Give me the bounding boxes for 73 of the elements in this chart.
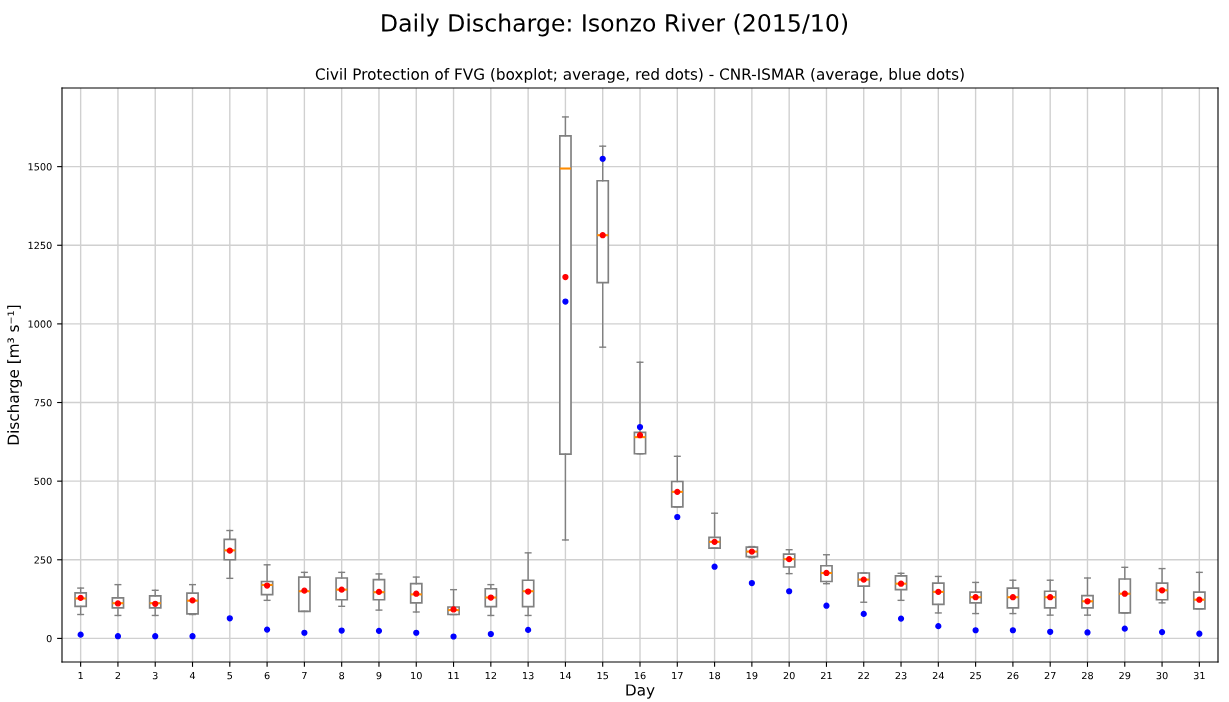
point (897, 615, 905, 622)
point (1121, 625, 1128, 632)
point (1009, 627, 1017, 634)
x-tick-label: 5 (227, 672, 233, 680)
point (114, 633, 122, 640)
point (748, 579, 755, 587)
point (823, 602, 830, 609)
x-tick-label: 4 (189, 672, 196, 680)
x-tick-label: 15 (597, 672, 609, 680)
x-tick-label: 22 (858, 671, 869, 680)
point (674, 513, 681, 521)
x-tick-label: 2 (115, 671, 121, 680)
chart-title: Daily Discharge: Isonzo River (2015/10) (382, 13, 848, 37)
point (935, 623, 942, 630)
y-tick-label: 1250 (28, 241, 52, 250)
y-axis-title: Discharge [m³ s⁻¹] (7, 305, 22, 445)
point (375, 627, 383, 634)
point (77, 631, 84, 638)
point (301, 629, 308, 636)
x-tick-label: 25 (970, 671, 981, 680)
x-tick-label: 3 (152, 671, 158, 680)
point (1158, 629, 1166, 636)
point (338, 627, 345, 634)
x-tick-label: 17 (672, 672, 683, 680)
x-tick-label: 27 (1044, 671, 1056, 680)
point (1047, 628, 1054, 635)
point (562, 298, 569, 305)
x-tick-label: 31 (1193, 671, 1205, 680)
x-tick-label: 1 (78, 672, 83, 680)
x-tick-label: 9 (376, 671, 382, 680)
x-tick-label: 16 (634, 671, 646, 680)
point (711, 563, 718, 570)
x-tick-label: 24 (932, 671, 944, 680)
x-tick-label: 11 (448, 672, 459, 680)
x-tick-label: 28 (1082, 671, 1093, 680)
point (189, 633, 196, 640)
point (972, 627, 979, 634)
x-tick-label: 12 (485, 671, 497, 680)
y-tick-label: 500 (34, 477, 52, 485)
chart-subtitle: Civil Protection of FVG (boxplot; average, red dots) - CNR-ISMAR (average, blue dots) (315, 68, 964, 83)
x-tick-label: 14 (560, 672, 572, 680)
x-tick-label: 13 (523, 671, 534, 680)
y-tick-label: 250 (34, 556, 52, 564)
x-tick-label: 8 (339, 671, 345, 680)
x-tick-label: 30 (1156, 671, 1168, 680)
point (487, 630, 494, 638)
point (226, 615, 233, 622)
y-tick-label: 1000 (28, 320, 52, 328)
point (786, 588, 793, 595)
x-tick-label: 6 (264, 671, 270, 680)
x-tick-label: 20 (783, 671, 795, 680)
y-tick-label: 750 (34, 399, 52, 407)
x-tick-label: 23 (895, 671, 907, 680)
x-tick-label: 19 (746, 671, 758, 680)
point (599, 155, 606, 162)
y-tick-label: 0 (46, 634, 52, 643)
point (152, 633, 159, 640)
point (636, 423, 644, 431)
y-tick-label: 1500 (28, 163, 52, 171)
x-tick-label: 7 (302, 672, 307, 680)
x-axis-title: Day (626, 684, 655, 699)
point (1196, 630, 1203, 637)
point (263, 626, 271, 633)
point (525, 626, 532, 634)
x-tick-label: 10 (411, 671, 422, 680)
point (860, 610, 867, 617)
x-tick-label: 26 (1007, 671, 1019, 680)
point (450, 633, 457, 640)
x-tick-label: 29 (1119, 671, 1131, 680)
x-tick-label: 18 (709, 671, 721, 680)
point (413, 629, 420, 636)
x-tick-label: 21 (820, 671, 832, 680)
point (1084, 629, 1091, 636)
